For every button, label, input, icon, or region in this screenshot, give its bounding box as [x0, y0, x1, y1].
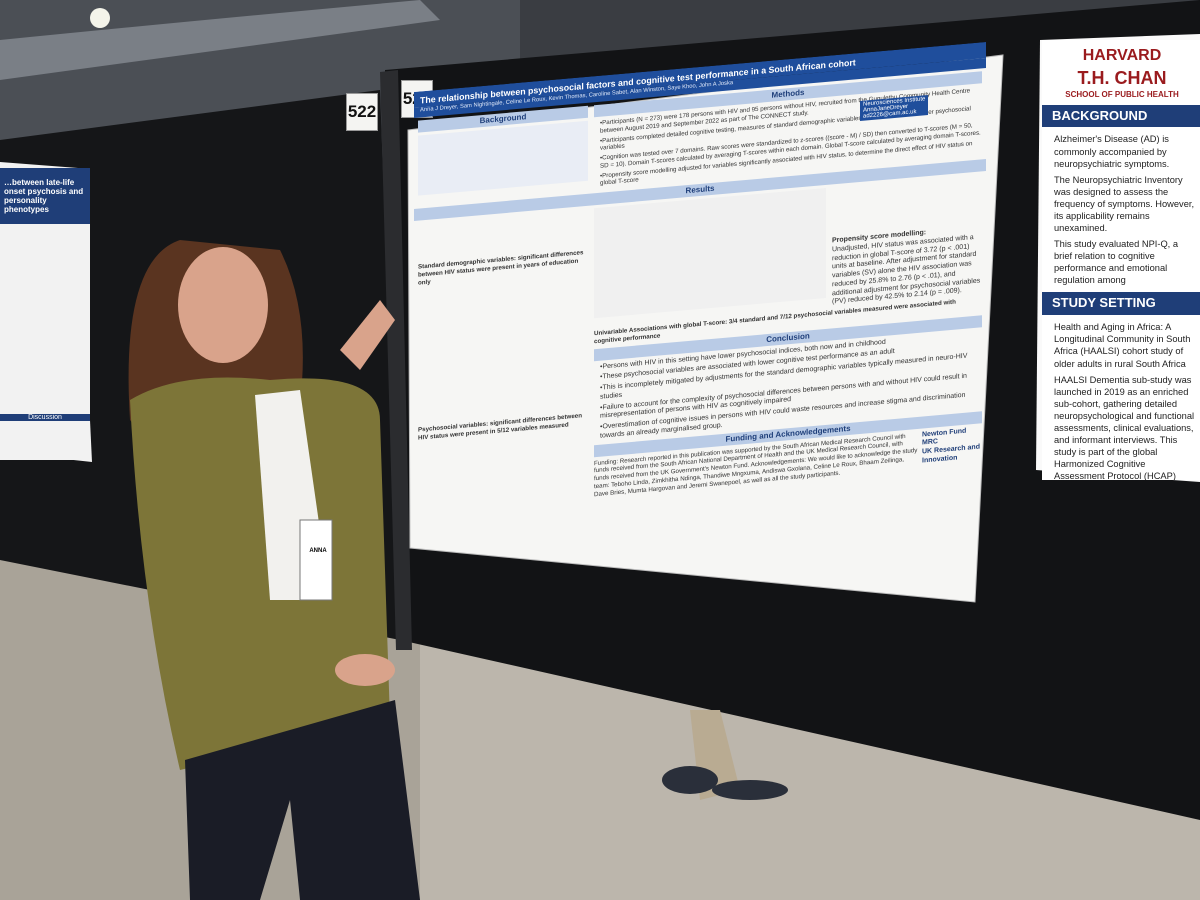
harvard-logo: HARVARD T.H. CHAN SCHOOL OF PUBLIC HEALT… [1042, 40, 1200, 101]
results-note: Standard demographic variables: signific… [418, 249, 584, 287]
background-column: Background [418, 103, 588, 206]
harvard-background-item: The Neuropsychiatric Inventory was desig… [1054, 174, 1195, 234]
results-note: Psychosocial variables: significant diff… [418, 412, 583, 442]
board-number: 522 [346, 93, 378, 131]
background-text-block [418, 120, 588, 196]
harvard-background-item: This study evaluated NPI-Q, a brief rela… [1054, 239, 1179, 286]
logo-line: HARVARD [1082, 47, 1162, 64]
left-poster-title: …between late-life onset psychosis and p… [0, 168, 90, 224]
propensity-text: Unadjusted, HIV status was associated wi… [832, 234, 981, 306]
harvard-heading: STUDY SETTING [1042, 292, 1200, 316]
harvard-background-item: Alzheimer's Disease (AD) is commonly acc… [1054, 134, 1170, 169]
main-poster: The relationship between psychosocial fa… [414, 41, 986, 562]
funder-logos: Newton Fund MRC UK Research and Innovation [922, 426, 982, 470]
results-left: Standard demographic variables: signific… [418, 209, 588, 514]
harvard-study-item: HAALSI Dementia sub-study was launched i… [1054, 374, 1195, 480]
harvard-poster: HARVARD T.H. CHAN SCHOOL OF PUBLIC HEALT… [1042, 40, 1200, 480]
harvard-background-list: Alzheimer's Disease (AD) is commonly acc… [1042, 131, 1200, 288]
name-badge: ANNA [309, 548, 327, 554]
results-right: Propensity score modelling: Unadjusted, … [594, 175, 982, 499]
logo-line: T.H. CHAN [1077, 67, 1167, 88]
harvard-study-item: Health and Aging in Africa: A Longitudin… [1054, 322, 1191, 369]
left-poster-section: Discussion [0, 414, 90, 421]
propensity-box: Propensity score modelling: Unadjusted, … [832, 175, 982, 308]
results-table [594, 188, 826, 319]
harvard-heading: BACKGROUND [1042, 104, 1200, 128]
harvard-study-list: Health and Aging in Africa: A Longitudin… [1042, 319, 1200, 480]
funder-logo: UK Research and Innovation [922, 443, 980, 465]
logo-line: SCHOOL OF PUBLIC HEALTH [1065, 90, 1179, 100]
left-poster: …between late-life onset psychosis and p… [0, 168, 90, 460]
